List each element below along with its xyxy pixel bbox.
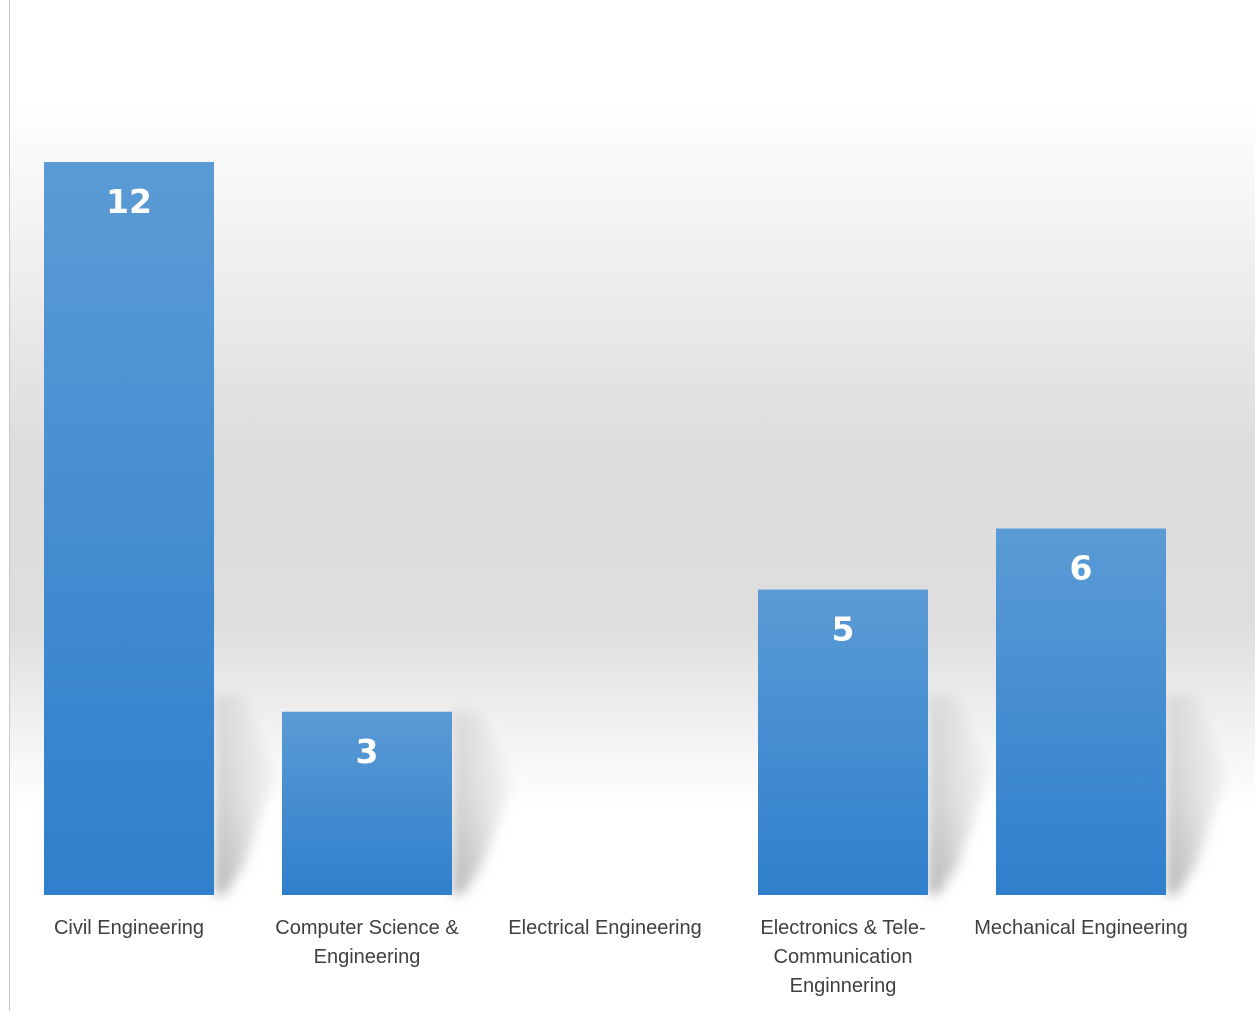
bar-shadow-computer-science-engineering xyxy=(452,711,512,895)
data-label-electronics-tele-communication-enginnering: 5 xyxy=(832,610,855,649)
data-label-electrical-engineering: 0 xyxy=(594,840,617,879)
category-label-computer-science-engineering: Computer Science & Engineering xyxy=(275,917,459,968)
bar-shadow-mechanical-engineering xyxy=(1166,695,1226,895)
bars-group xyxy=(44,162,1166,895)
bar-shadows xyxy=(214,695,1226,895)
category-label-mechanical-engineering: Mechanical Engineering xyxy=(974,917,1187,939)
data-label-computer-science-engineering: 3 xyxy=(356,732,379,771)
bar-computer-science-engineering xyxy=(282,711,452,895)
bar-civil-engineering xyxy=(44,162,214,895)
bar-mechanical-engineering xyxy=(996,528,1166,895)
category-label-civil-engineering: Civil Engineering xyxy=(54,917,204,939)
category-label-electrical-engineering: Electrical Engineering xyxy=(508,917,701,939)
bar-electronics-tele-communication-enginnering xyxy=(758,589,928,895)
category-label-electronics-tele-communication-enginnering: Electronics & Tele-Communication Enginner… xyxy=(760,917,925,997)
plot-border-left xyxy=(9,0,10,1011)
data-label-civil-engineering: 12 xyxy=(106,182,152,221)
bar-shadow-civil-engineering xyxy=(214,695,274,895)
data-label-mechanical-engineering: 6 xyxy=(1070,549,1093,588)
category-labels-group: Civil Engineering Computer Science & Engin… xyxy=(54,917,1188,997)
bar-shadow-electronics-tele-communication-enginnering xyxy=(928,695,988,895)
value-labels-group: 12 3 0 5 6 xyxy=(106,182,1092,879)
